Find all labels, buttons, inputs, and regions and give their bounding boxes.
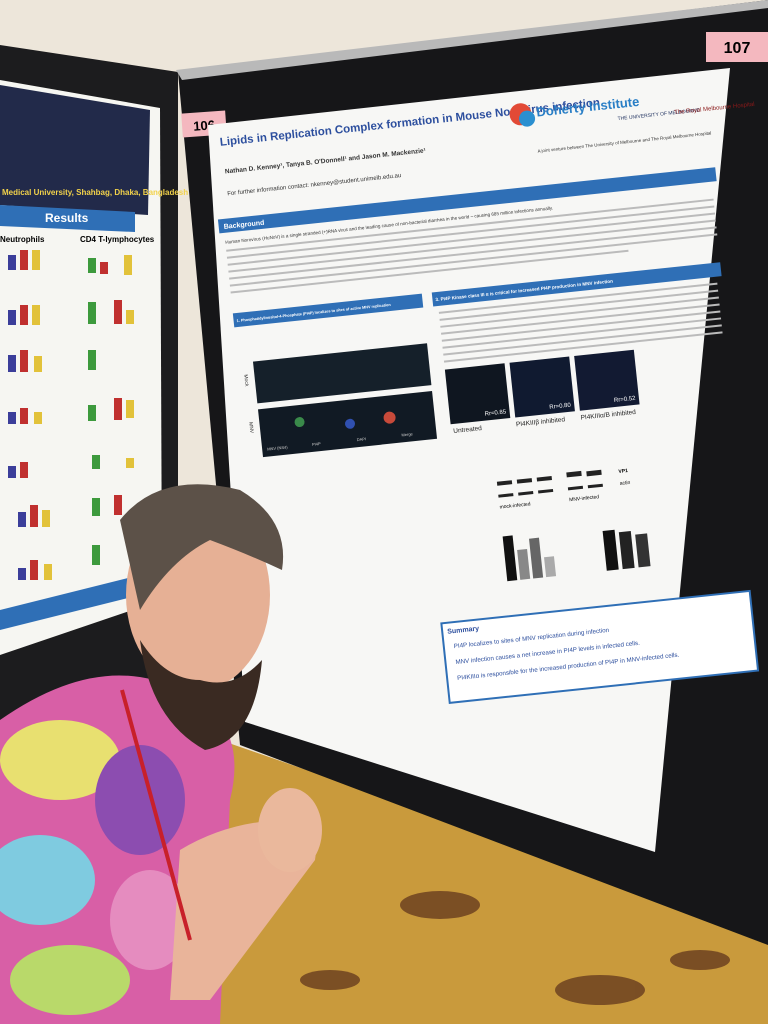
- body-lines: [226, 198, 718, 294]
- board-number: 107: [724, 40, 751, 57]
- board-label: [706, 32, 768, 62]
- result-bars: [502, 529, 651, 582]
- summary-box: [440, 589, 760, 704]
- micrograph-dots: [294, 411, 396, 429]
- channel-label: PI4P: [312, 441, 321, 447]
- micrograph: [574, 349, 640, 411]
- board-frame: [176, 0, 768, 80]
- section-bar: [431, 262, 722, 307]
- panel-label: Neutrophils: [0, 235, 45, 244]
- person: [0, 484, 322, 1024]
- section-heading: Background: [223, 220, 264, 231]
- left-poster-header: [0, 85, 150, 215]
- row-label: MNV: [247, 422, 254, 434]
- row-label: Mock: [242, 374, 249, 387]
- blot-label: MNV-infected: [569, 494, 600, 503]
- section-bar: [0, 205, 135, 232]
- section-bar: [217, 167, 717, 234]
- blot-label: VP1: [618, 468, 628, 475]
- body-lines: [438, 282, 723, 363]
- rr-value: Rr=0.80: [549, 403, 572, 411]
- micrograph: [509, 356, 575, 418]
- left-bar-charts: [8, 250, 134, 580]
- channel-label: Merge: [401, 431, 414, 437]
- footer-bar: [0, 575, 140, 630]
- panel-label: CD4 T-lymphocytes: [80, 235, 155, 244]
- micrograph: [444, 363, 511, 425]
- doherty-logo: [519, 110, 536, 127]
- affiliation: Medical University, Shahbag, Dhaka, Bang…: [2, 188, 188, 197]
- section-bar: [232, 293, 424, 328]
- micrograph: [252, 343, 432, 404]
- blot-label: actin: [619, 480, 630, 487]
- image-label: Untreated: [453, 425, 483, 435]
- channel-label: DAPI: [356, 436, 366, 442]
- blot-label: mock-infected: [499, 501, 531, 510]
- rr-value: Rr=0.52: [614, 396, 637, 404]
- rr-value: Rr=0.85: [484, 409, 507, 417]
- carpet: [200, 740, 768, 1024]
- western-blot: [496, 469, 603, 498]
- summary-heading: Summary: [447, 625, 480, 635]
- section-heading: Results: [45, 211, 89, 225]
- channel-label: MNV (NS4): [267, 444, 289, 451]
- carpet-pattern: [300, 891, 730, 1005]
